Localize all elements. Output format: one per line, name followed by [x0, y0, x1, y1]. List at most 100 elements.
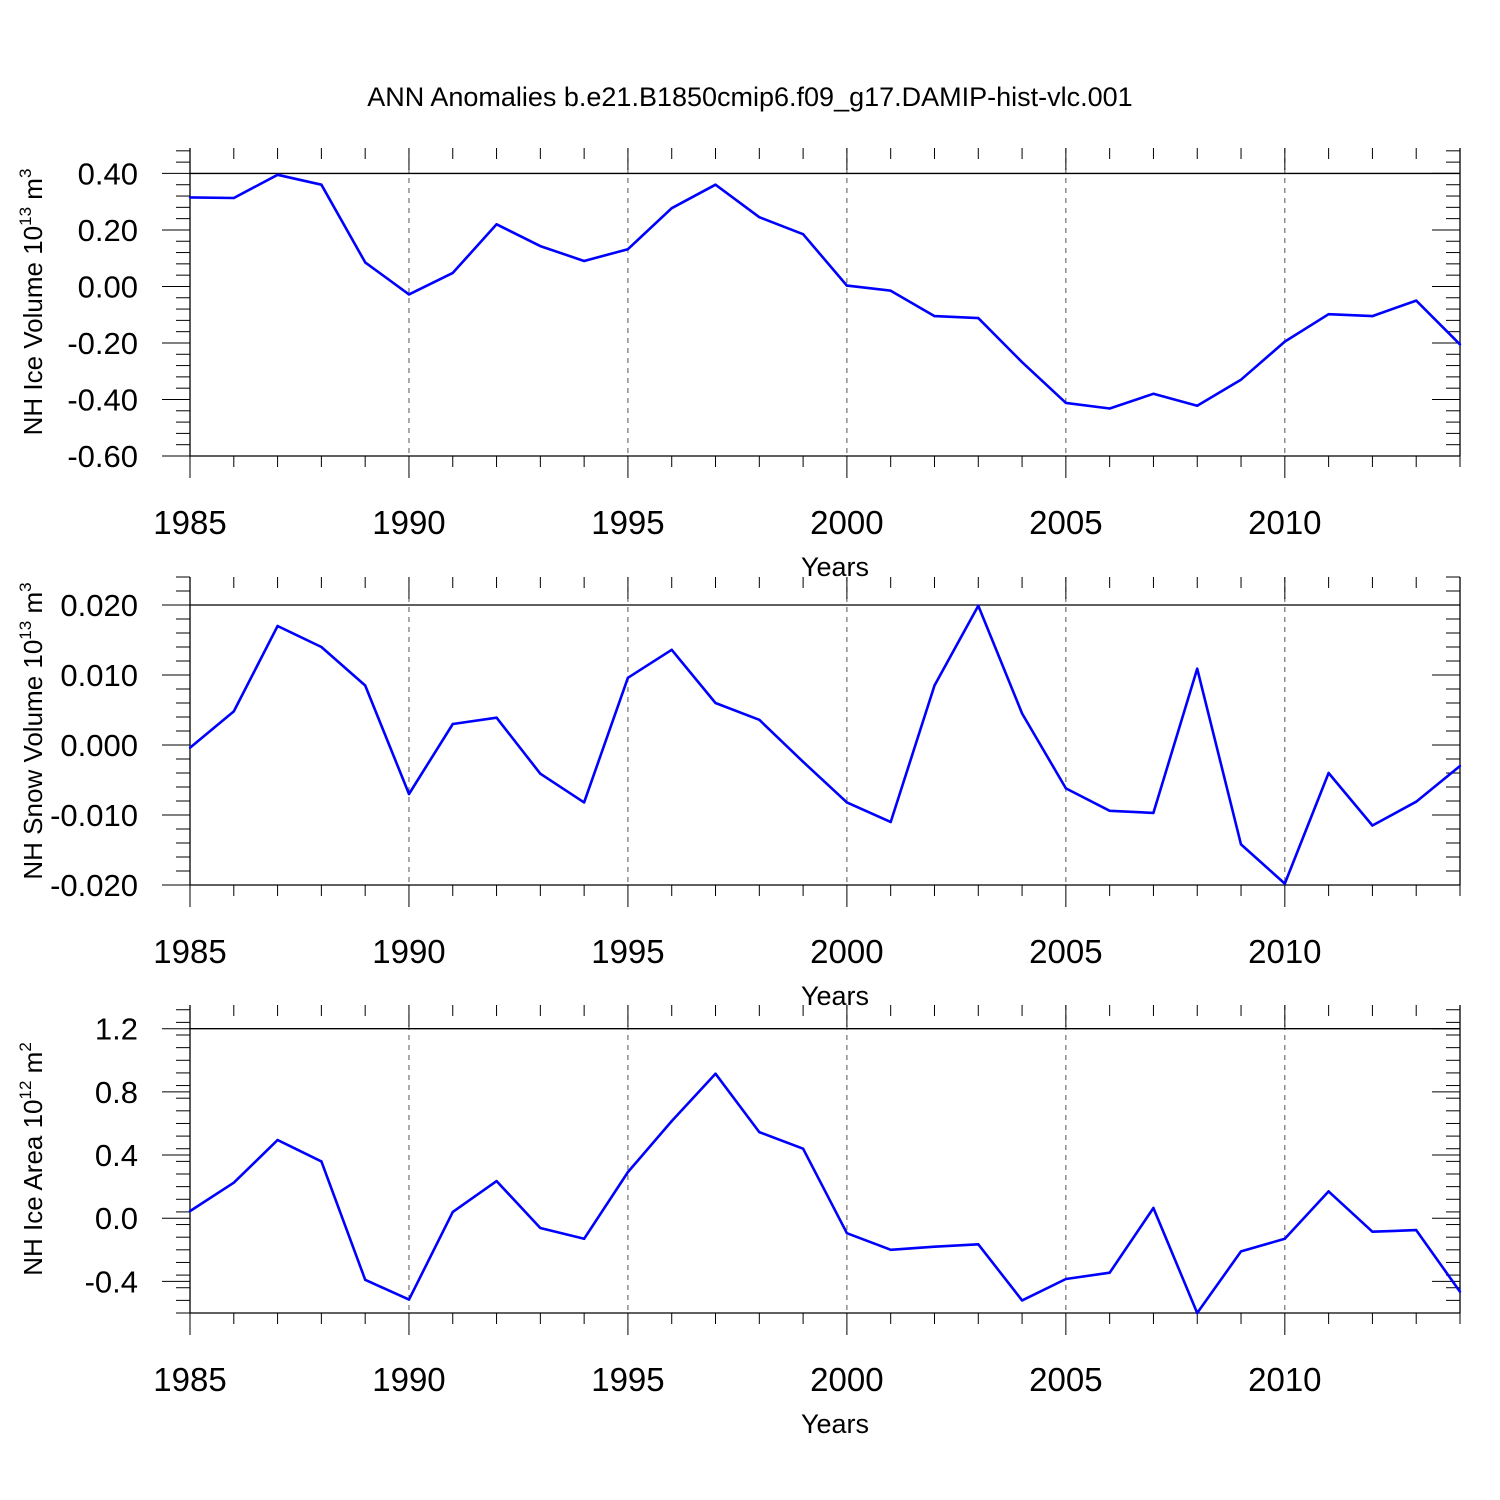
data-point — [1196, 404, 1199, 407]
data-point — [1415, 1228, 1418, 1232]
data-point — [320, 645, 323, 649]
data-point — [1283, 340, 1287, 343]
data-point — [1108, 1271, 1111, 1274]
series-line — [189, 173, 1461, 410]
data-point — [363, 1278, 367, 1282]
data-point — [1239, 378, 1243, 381]
x-tick-label: 2005 — [1029, 504, 1102, 541]
data-point — [320, 183, 323, 186]
data-point — [889, 1248, 892, 1252]
data-point — [1196, 667, 1199, 670]
y-tick-label: -0.4 — [85, 1264, 138, 1299]
data-point — [451, 722, 454, 726]
data-point — [1283, 1237, 1287, 1240]
data-point — [845, 1232, 849, 1235]
x-axis-title: Years — [801, 1409, 869, 1439]
data-point — [188, 196, 192, 199]
data-point — [933, 1245, 936, 1248]
data-point — [1327, 771, 1330, 775]
data-point — [1415, 299, 1418, 302]
data-point — [977, 316, 980, 320]
x-tick-label: 1995 — [591, 504, 664, 541]
y-tick-label: 0.00 — [78, 269, 138, 304]
y-axis-title: NH Ice Area 1012 m2 — [16, 1042, 48, 1276]
data-point — [539, 1226, 542, 1230]
data-point — [451, 271, 454, 275]
data-point — [363, 261, 367, 264]
data-point — [1239, 843, 1243, 846]
data-point — [1064, 1277, 1068, 1281]
data-point — [1458, 1290, 1462, 1293]
data-point — [1152, 1206, 1155, 1210]
data-point — [363, 684, 367, 687]
data-point — [1415, 800, 1418, 803]
data-point — [539, 772, 542, 775]
x-tick-label: 1990 — [372, 1361, 445, 1398]
x-tick-label: 2010 — [1248, 933, 1321, 970]
data-point — [1152, 811, 1155, 815]
x-tick-label: 2005 — [1029, 1361, 1102, 1398]
data-point — [188, 1209, 192, 1213]
data-point — [320, 1160, 323, 1163]
y-tick-label: -0.20 — [67, 326, 138, 361]
x-tick-label: 1990 — [372, 504, 445, 541]
data-point — [626, 1170, 630, 1174]
data-point — [758, 718, 761, 721]
data-point — [758, 1130, 761, 1134]
y-tick-label: 0.8 — [95, 1075, 138, 1110]
data-point — [933, 314, 936, 318]
data-point — [1196, 1311, 1199, 1315]
data-point — [714, 1072, 717, 1075]
data-point — [1108, 809, 1111, 812]
data-point — [1020, 360, 1024, 364]
x-tick-label: 1985 — [153, 504, 226, 541]
data-point — [495, 1179, 498, 1183]
data-point — [933, 684, 936, 687]
series-line — [189, 604, 1461, 885]
y-tick-label: 0.0 — [95, 1201, 138, 1236]
data-point — [495, 223, 498, 226]
data-point — [801, 1147, 805, 1150]
panel-ice-area: 1.2 0.8 0.4 0.0 -0.4 1985 1990 1995 2000 2005 2010… — [16, 1005, 1462, 1439]
x-tick-label: 2000 — [810, 1361, 883, 1398]
x-tick-label: 1985 — [153, 933, 226, 970]
data-point — [1108, 407, 1111, 410]
chart-title: ANN Anomalies b.e21.B1850cmip6.f09_g17.D… — [367, 82, 1133, 112]
data-point — [451, 1210, 454, 1214]
panel-ice-volume: 0.40 0.20 0.00 -0.20 -0.40 -0.60 1985 1990 1995 2… — [16, 148, 1462, 582]
x-tick-label: 2000 — [810, 933, 883, 970]
x-tick-label: 1995 — [591, 1361, 664, 1398]
y-tick-label: 0.40 — [78, 156, 138, 191]
data-point — [276, 624, 279, 628]
data-point — [582, 1237, 586, 1240]
x-tick-label: 2010 — [1248, 504, 1321, 541]
x-tick-label: 1995 — [591, 933, 664, 970]
data-point — [1064, 401, 1068, 405]
y-tick-label: 0.20 — [78, 213, 138, 248]
y-tick-label: 0.020 — [60, 588, 138, 623]
data-point — [714, 701, 717, 705]
data-point — [977, 604, 980, 607]
data-point — [1371, 1230, 1374, 1233]
data-point — [1371, 314, 1374, 318]
x-axis-title: Years — [801, 552, 869, 582]
data-point — [670, 1119, 673, 1123]
series-line — [189, 1072, 1462, 1315]
data-point — [276, 1138, 279, 1142]
y-tick-label: -0.60 — [67, 439, 138, 474]
x-tick-label: 2000 — [810, 504, 883, 541]
data-point — [1064, 787, 1068, 790]
data-point — [276, 173, 279, 177]
data-point — [232, 710, 235, 713]
data-point — [407, 293, 411, 296]
y-tick-label: -0.020 — [50, 868, 138, 903]
x-axis-title: Years — [801, 981, 869, 1011]
data-point — [1458, 343, 1462, 346]
panel-snow-volume: 0.020 0.010 0.000 -0.010 -0.020 1985 1990 1995 2… — [16, 576, 1462, 1011]
data-point — [977, 1243, 980, 1246]
data-point — [582, 801, 586, 804]
data-point — [232, 1181, 235, 1184]
data-point — [495, 716, 498, 719]
y-tick-label: 0.000 — [60, 728, 138, 763]
y-tick-label: -0.010 — [50, 798, 138, 833]
